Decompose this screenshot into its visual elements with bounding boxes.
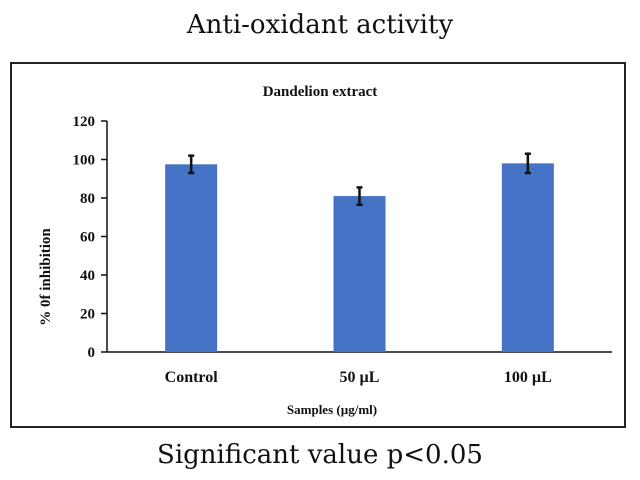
y-axis-ticks: 0 20 40 60 80 100 120 bbox=[73, 114, 107, 361]
bar-series bbox=[165, 163, 554, 352]
bar bbox=[165, 164, 218, 352]
x-tick-label: Control bbox=[165, 369, 219, 386]
y-tick-label: 20 bbox=[80, 307, 95, 323]
x-axis-tick-labels: Control 50 µL 100 µL bbox=[165, 369, 552, 386]
x-tick-label: 50 µL bbox=[340, 369, 380, 386]
x-tick-label: 100 µL bbox=[504, 369, 552, 386]
y-axis-title: % 0f inhibition bbox=[38, 228, 54, 326]
y-tick-label: 40 bbox=[80, 268, 95, 284]
chart-frame: Dandelion extract 0 20 40 60 80 100 120 Contro… bbox=[10, 62, 626, 428]
figure-heading: Anti-oxidant activity bbox=[186, 10, 454, 40]
y-tick-label: 120 bbox=[73, 114, 96, 130]
y-tick-label: 80 bbox=[80, 191, 95, 207]
bar bbox=[501, 163, 554, 352]
y-tick-label: 60 bbox=[80, 230, 95, 246]
x-axis-title: Samples (µg/ml) bbox=[287, 402, 377, 417]
y-tick-label: 0 bbox=[88, 345, 96, 361]
y-tick-label: 100 bbox=[73, 153, 96, 169]
bar bbox=[333, 196, 386, 352]
chart-title: Dandelion extract bbox=[263, 84, 378, 100]
bar-chart: Dandelion extract 0 20 40 60 80 100 120 Contro… bbox=[38, 84, 612, 417]
significance-note: Significant value p<0.05 bbox=[157, 440, 483, 470]
error-bar-group bbox=[188, 152, 531, 206]
